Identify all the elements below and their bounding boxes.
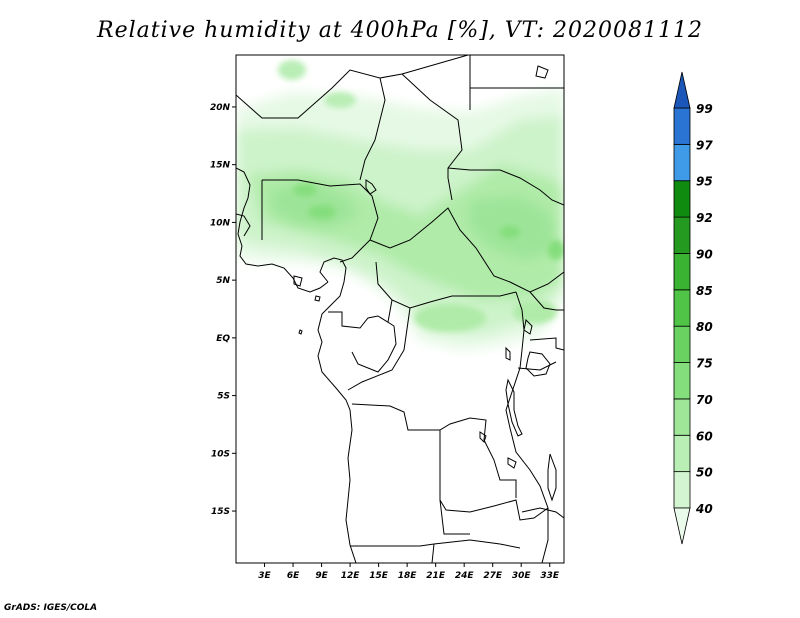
lat-tick-label: EQ	[216, 334, 230, 344]
border-lake-volta	[293, 275, 303, 287]
border-west-coast-small	[236, 213, 251, 237]
latitude-axis: 20N 15N 10N 5N EQ 5S 10S 15S	[210, 103, 236, 517]
colorbar-box	[673, 398, 691, 436]
coastline-gulf-of-guinea	[317, 257, 357, 563]
lon-tick-label: 24E	[455, 571, 475, 581]
border-lake-tanganyika	[505, 378, 523, 437]
coast-mozambique	[521, 507, 564, 519]
lat-tick-label: 15N	[210, 161, 231, 171]
lon-tick-label: 27E	[483, 571, 503, 581]
border-nigeria	[261, 179, 379, 263]
border-lake-malawi	[547, 453, 557, 502]
lon-tick-label: 33E	[540, 571, 560, 581]
colorbar-label: 97	[696, 138, 713, 152]
lon-tick-label: 30E	[512, 571, 532, 581]
colorbar-box	[673, 289, 691, 327]
colorbar-box	[673, 325, 691, 363]
country-borders	[236, 55, 564, 563]
humidity-60-patch-north	[324, 92, 356, 108]
colorbar-label: 60	[696, 429, 713, 443]
humidity-moist-patch-lakes	[513, 300, 557, 324]
colorbar-box	[673, 434, 691, 473]
coastline-west-africa	[236, 167, 329, 293]
islands-sao-tome	[298, 329, 303, 335]
humidity-field	[236, 60, 564, 350]
map-frame	[235, 54, 565, 564]
border-chad-car	[369, 207, 564, 293]
colorbar-label: 90	[696, 247, 713, 261]
lake-albert	[523, 318, 533, 335]
colorbar-label: 40	[695, 502, 713, 516]
colorbar-box	[673, 143, 691, 182]
colorbar-label: 99	[696, 102, 713, 116]
colorbar-box	[673, 216, 691, 254]
humidity-moist-patch-congo	[414, 304, 486, 332]
colorbar-label: 70	[696, 393, 713, 407]
lon-tick-label: 15E	[369, 571, 389, 581]
lon-tick-label: 9E	[315, 571, 328, 581]
map-title: Relative humidity at 400hPa [%], VT: 202…	[97, 18, 703, 43]
grads-credit: GrADS: IGES/COLA	[4, 603, 98, 613]
humidity-80-spot	[548, 240, 564, 260]
lon-tick-label: 18E	[398, 571, 418, 581]
colorbar-lower-arrow	[673, 507, 691, 545]
border-angola-zambia	[439, 430, 549, 535]
colorbar-box	[673, 107, 691, 145]
colorbar-label: 85	[696, 284, 713, 298]
lon-tick-label: 12E	[341, 571, 361, 581]
humidity-60-patch-north	[278, 60, 306, 80]
colorbar-box	[673, 362, 691, 400]
colorbar-box	[673, 471, 691, 509]
lat-tick-label: 10N	[210, 218, 231, 228]
border-east-africa	[505, 291, 564, 563]
lake-kivu	[505, 346, 511, 361]
border-sudan-south-sudan	[447, 167, 564, 206]
colorbar-label: 92	[696, 211, 713, 225]
colorbar: 40 50 60 70 75 80 85 90 92 95 97 99	[673, 71, 713, 545]
lat-tick-label: 5S	[217, 392, 230, 402]
lon-tick-label: 21E	[426, 571, 446, 581]
lat-tick-label: 20N	[210, 103, 231, 113]
humidity-80-spot	[308, 205, 336, 219]
colorbar-label: 75	[696, 357, 713, 371]
colorbar-box	[673, 253, 691, 291]
border-lake-victoria	[525, 351, 551, 377]
border-mali-algeria	[236, 69, 386, 181]
colorbar-label: 80	[696, 320, 713, 334]
lat-tick-label: 10S	[211, 449, 230, 459]
islands-bioko	[314, 295, 321, 302]
lake-kariba	[507, 457, 517, 469]
lake-mweru	[479, 431, 487, 443]
border-lake-chad	[365, 179, 377, 195]
humidity-80-spot	[500, 226, 520, 238]
colorbar-label: 50	[696, 466, 713, 480]
colorbar-label: 95	[696, 175, 713, 189]
lat-tick-label: 15S	[211, 507, 230, 517]
colorbar-box	[673, 180, 691, 218]
lon-tick-label: 3E	[258, 571, 271, 581]
lat-tick-label: 5N	[216, 276, 230, 286]
border-gabon-congo	[328, 311, 397, 373]
border-niger-chad	[379, 55, 469, 201]
humidity-80-spot	[293, 184, 317, 196]
border-egypt-sudan	[469, 55, 564, 110]
lon-tick-label: 6E	[287, 571, 300, 581]
border-drc-angola	[351, 403, 517, 498]
humidity-75-region	[270, 182, 360, 228]
longitude-axis: 3E 6E 9E 12E 15E 18E 21E 24E 27E 30E 33E	[258, 563, 560, 581]
border-namibia	[350, 539, 521, 563]
border-car-congo	[347, 261, 517, 391]
coast-east-island	[535, 65, 549, 79]
colorbar-upper-arrow	[673, 71, 691, 109]
